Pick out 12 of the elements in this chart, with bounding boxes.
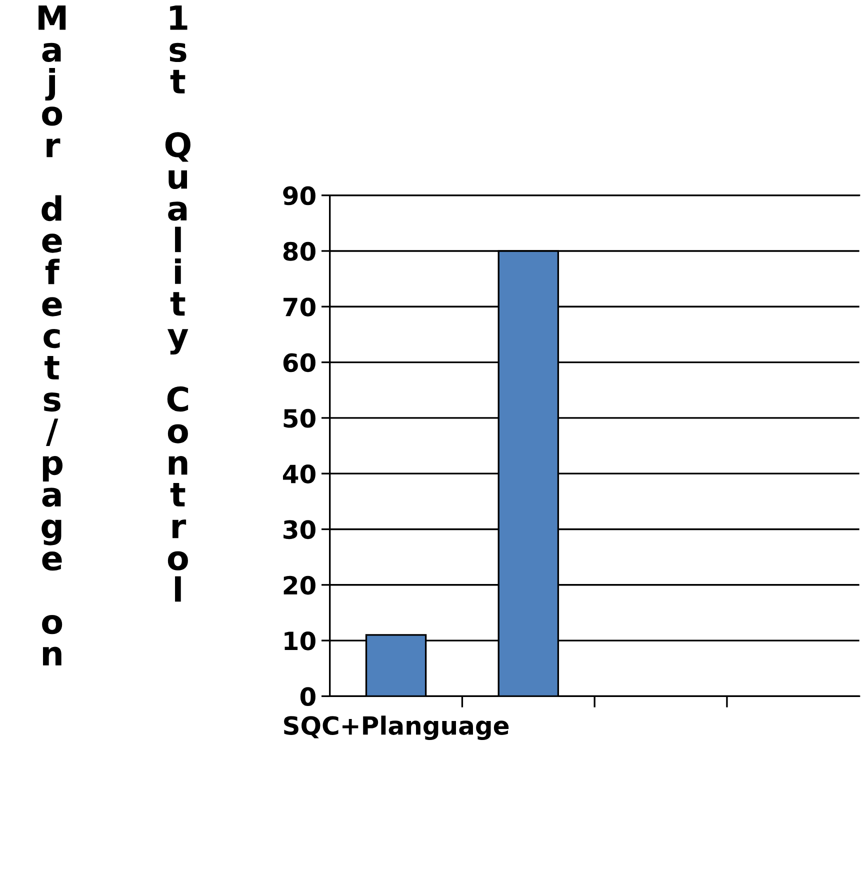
- x-tick-label: SQC+Planguage: [284, 716, 509, 740]
- y-tick-label: 30: [284, 520, 316, 540]
- y-tick-label: 80: [283, 242, 316, 261]
- y-tick-label: 70: [284, 298, 316, 316]
- y-tick-label: 20: [284, 576, 316, 595]
- y-tick-label: 40: [282, 464, 316, 484]
- y-tick-label: 10: [284, 631, 316, 650]
- y-tick-label: 0: [300, 687, 316, 706]
- y-tick-label: 90: [283, 186, 316, 206]
- y-tick-label: 50: [284, 408, 316, 428]
- y-tick-label: 60: [283, 353, 316, 372]
- text: Major defects/page on 1st Quality Control: [38, 6, 190, 666]
